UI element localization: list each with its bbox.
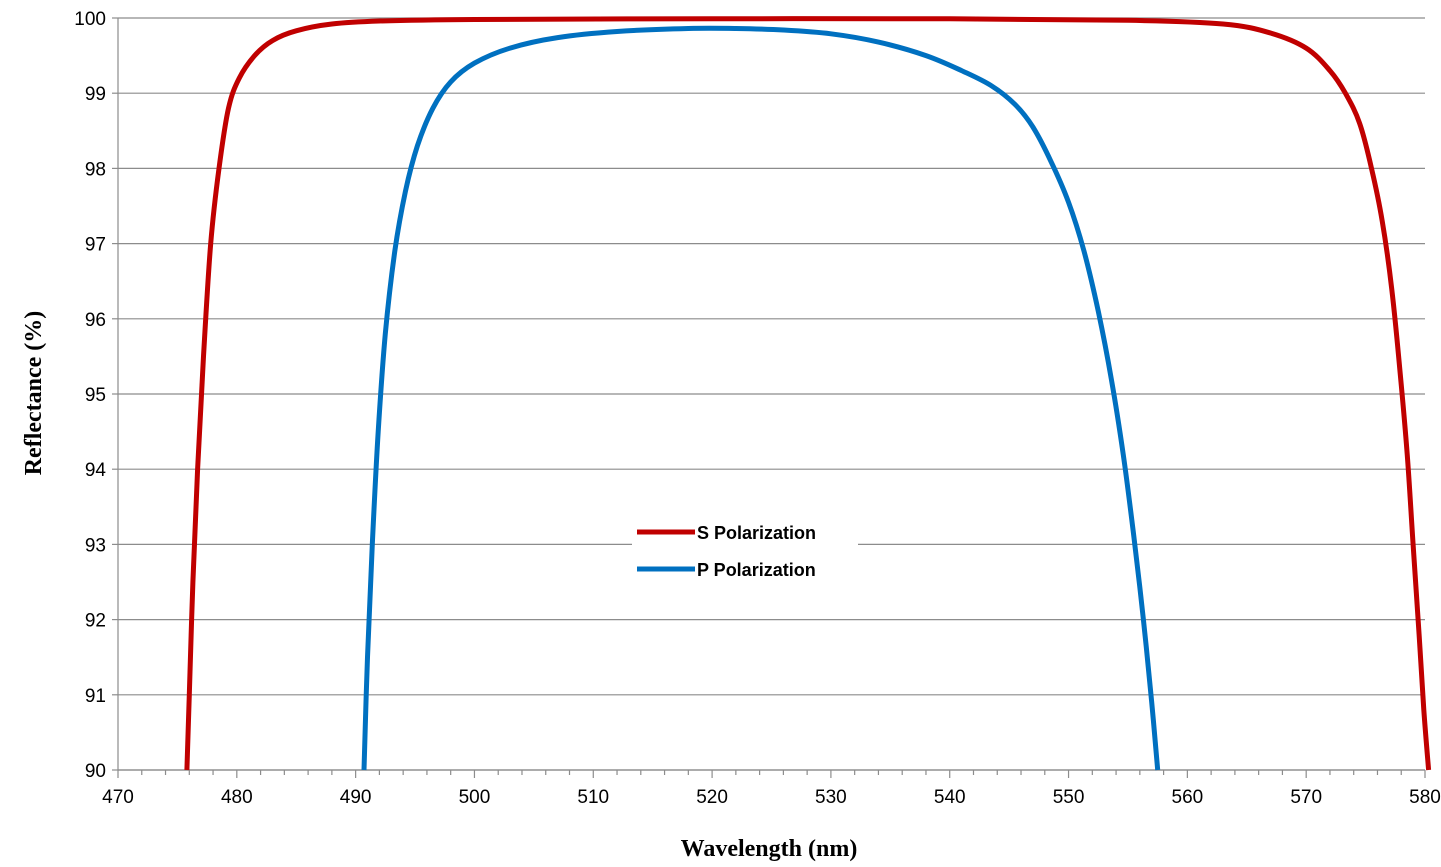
legend-label: S Polarization bbox=[697, 523, 816, 543]
x-tick-label: 480 bbox=[221, 787, 253, 808]
x-tick-label: 490 bbox=[340, 787, 372, 808]
gridlines bbox=[118, 17, 1425, 771]
y-tick-label: 95 bbox=[85, 385, 106, 406]
x-tick-label: 470 bbox=[102, 787, 134, 808]
x-tick-label: 520 bbox=[696, 787, 728, 808]
series-line-s-polarization bbox=[184, 16, 1432, 771]
x-axis-title: Wavelength (nm) bbox=[681, 836, 858, 862]
y-tick-label: 94 bbox=[85, 460, 107, 481]
x-tick-label: 540 bbox=[934, 787, 966, 808]
axes bbox=[112, 17, 1426, 778]
tick-labels: 90 91 92 93 94 95 96 97 98 99 100 470 480 490 500 510 52… bbox=[74, 9, 1441, 808]
y-tick-label: 99 bbox=[85, 84, 106, 105]
legend-box bbox=[632, 515, 858, 587]
y-tick-label: 92 bbox=[85, 611, 106, 632]
y-tick-label: 100 bbox=[74, 9, 106, 30]
legend-label: P Polarization bbox=[697, 560, 816, 580]
y-tick-label: 91 bbox=[85, 686, 106, 707]
y-tick-label: 98 bbox=[85, 159, 106, 180]
y-axis-title: Reflectance (%) bbox=[21, 311, 47, 476]
y-tick-label: 96 bbox=[85, 310, 106, 331]
y-tick-label: 90 bbox=[85, 761, 106, 782]
x-tick-label: 510 bbox=[577, 787, 609, 808]
y-tick-label: 97 bbox=[85, 235, 106, 256]
y-tick-label: 93 bbox=[85, 535, 106, 556]
legend: S Polarization P Polarization bbox=[632, 515, 858, 587]
series-lines bbox=[184, 16, 1432, 771]
x-tick-label: 570 bbox=[1290, 787, 1322, 808]
x-tick-label: 500 bbox=[459, 787, 491, 808]
x-tick-label: 560 bbox=[1172, 787, 1204, 808]
x-tick-label: 580 bbox=[1409, 787, 1441, 808]
x-tick-label: 550 bbox=[1053, 787, 1085, 808]
x-tick-label: 530 bbox=[815, 787, 847, 808]
series-line-p-polarization bbox=[361, 25, 1161, 771]
